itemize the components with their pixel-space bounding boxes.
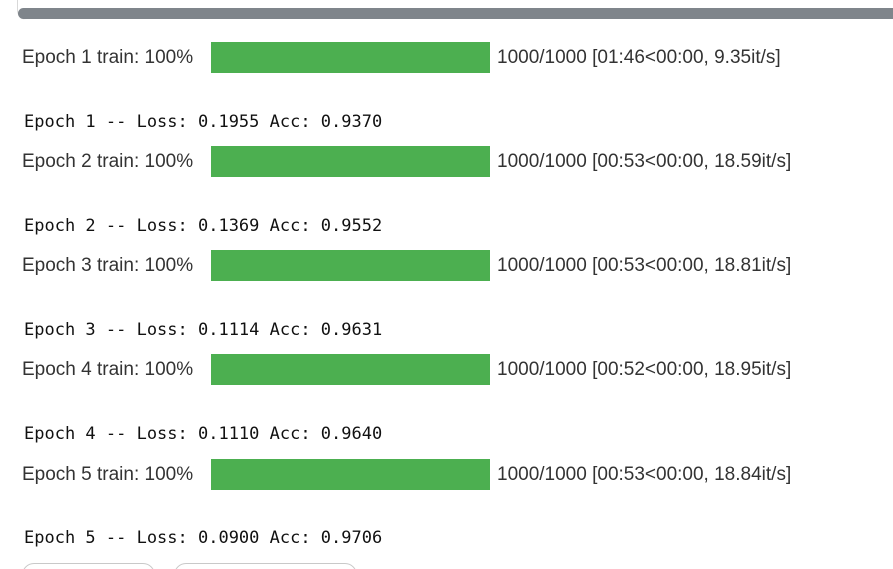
progress-bar <box>211 354 490 385</box>
progress-bar-fill <box>211 250 490 281</box>
epoch-result-line: Epoch 2 -- Loss: 0.1369 Acc: 0.9552 <box>24 216 383 236</box>
progress-row-epoch-3: Epoch 3 train: 100% 1000/1000 [00:53<00:… <box>0 250 893 282</box>
progress-bar-fill <box>211 42 490 73</box>
cell-action-button[interactable] <box>22 563 155 569</box>
progress-bar <box>211 250 490 281</box>
cell-action-button[interactable] <box>174 563 357 569</box>
epoch-result-line: Epoch 3 -- Loss: 0.1114 Acc: 0.9631 <box>24 320 383 340</box>
progress-row-epoch-4: Epoch 4 train: 100% 1000/1000 [00:52<00:… <box>0 354 893 386</box>
horizontal-scrollbar[interactable] <box>17 0 893 20</box>
progress-stats: 1000/1000 [01:46<00:00, 9.35it/s] <box>497 47 781 68</box>
progress-row-epoch-5: Epoch 5 train: 100% 1000/1000 [00:53<00:… <box>0 459 893 491</box>
progress-label: Epoch 1 train: 100% <box>22 47 194 68</box>
progress-bar-fill <box>211 459 490 490</box>
progress-stats: 1000/1000 [00:52<00:00, 18.95it/s] <box>497 359 792 380</box>
progress-stats: 1000/1000 [00:53<00:00, 18.59it/s] <box>497 151 792 172</box>
progress-stats: 1000/1000 [00:53<00:00, 18.81it/s] <box>497 255 792 276</box>
progress-label: Epoch 5 train: 100% <box>22 464 194 485</box>
progress-label: Epoch 4 train: 100% <box>22 359 194 380</box>
progress-row-epoch-2: Epoch 2 train: 100% 1000/1000 [00:53<00:… <box>0 146 893 178</box>
epoch-result-line: Epoch 5 -- Loss: 0.0900 Acc: 0.9706 <box>24 528 383 548</box>
progress-bar <box>211 146 490 177</box>
progress-row-epoch-1: Epoch 1 train: 100% 1000/1000 [01:46<00:… <box>0 42 893 74</box>
progress-label: Epoch 2 train: 100% <box>22 151 194 172</box>
progress-stats: 1000/1000 [00:53<00:00, 18.84it/s] <box>497 464 792 485</box>
progress-bar <box>211 42 490 73</box>
progress-bar <box>211 459 490 490</box>
scrollbar-thumb[interactable] <box>18 8 893 19</box>
epoch-result-line: Epoch 4 -- Loss: 0.1110 Acc: 0.9640 <box>24 424 383 444</box>
progress-label: Epoch 3 train: 100% <box>22 255 194 276</box>
progress-bar-fill <box>211 354 490 385</box>
progress-bar-fill <box>211 146 490 177</box>
epoch-result-line: Epoch 1 -- Loss: 0.1955 Acc: 0.9370 <box>24 112 383 132</box>
